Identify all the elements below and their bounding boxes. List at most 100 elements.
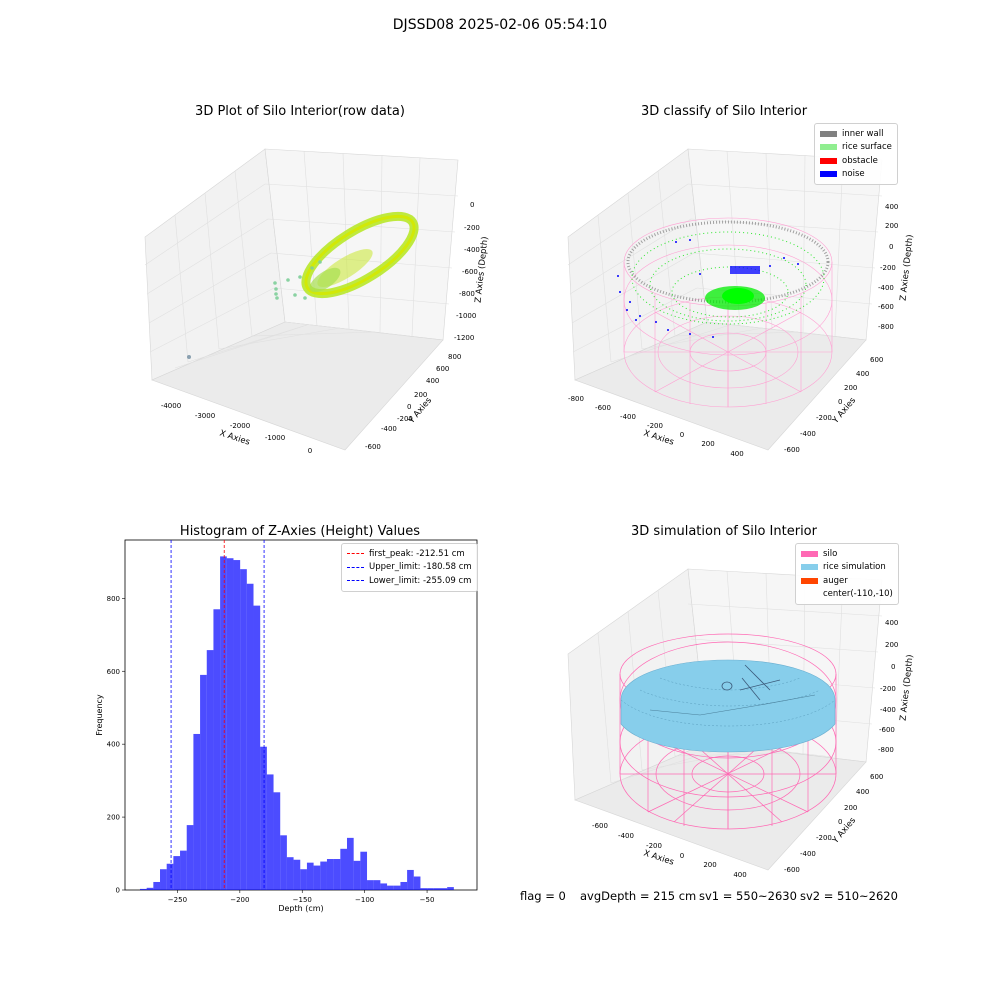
histogram-bar <box>213 609 221 890</box>
classify-ytick: 200 <box>844 384 857 392</box>
histogram-bar <box>313 865 321 890</box>
raw-xtick: -3000 <box>195 412 215 420</box>
simulation-x-axis-label: X Axies <box>642 848 675 867</box>
classify-rice-surface-points <box>631 231 825 325</box>
raw-ztick: -600 <box>462 268 478 276</box>
histogram-y-tick-label: 0 <box>116 887 120 895</box>
legend-line <box>347 580 364 582</box>
classify-ztick: 0 <box>889 243 893 251</box>
histogram-bar <box>286 857 294 890</box>
raw-xtick: -2000 <box>230 422 250 430</box>
histogram-y-axis-label: Frequency <box>95 694 104 736</box>
classify-ztick: -600 <box>878 303 894 311</box>
simulation-legend: silo rice simulation auger center(-110,-… <box>795 543 899 605</box>
legend-label: auger <box>823 575 848 586</box>
raw-ytick: 600 <box>436 365 449 373</box>
histogram-bar <box>447 887 454 890</box>
classify-xtick: -400 <box>620 413 636 421</box>
histogram-x-tick-label: −50 <box>420 896 435 904</box>
histogram-bar <box>413 876 421 890</box>
histogram-bar <box>320 861 327 890</box>
simulation-ytick: -200 <box>816 834 832 842</box>
histogram-bar <box>173 856 181 890</box>
legend-swatch <box>801 564 818 571</box>
histogram-bar <box>380 883 388 890</box>
legend-label: Upper_limit: -180.58 cm <box>369 562 472 573</box>
histogram-bar <box>153 881 161 890</box>
legend-swatch <box>801 550 818 557</box>
histogram-bar <box>393 885 401 890</box>
histogram-bar <box>353 860 361 890</box>
raw-ytick: 200 <box>414 391 427 399</box>
classify-ztick: -800 <box>878 323 894 331</box>
histogram-bar <box>326 859 334 890</box>
classify-plot-title: 3D classify of Silo Interior <box>640 104 808 119</box>
histogram-bar <box>400 881 408 890</box>
raw-plot-title: 3D Plot of Silo Interior(row data) <box>195 104 405 119</box>
histogram-x-tick-label: −150 <box>293 896 312 904</box>
classify-ytick: 400 <box>856 370 869 378</box>
histogram-x-axis-label: Depth (cm) <box>278 904 323 913</box>
classify-ztick: -200 <box>880 264 896 272</box>
classify-silo-wireframe <box>623 217 833 408</box>
histogram-bar <box>226 558 234 890</box>
classify-legend: inner wall rice surface obstacle noise <box>814 123 898 185</box>
legend-item-rice-simulation: rice simulation <box>801 561 893 575</box>
classify-ytick: 0 <box>838 398 842 406</box>
simulation-ztick: -400 <box>880 706 896 714</box>
legend-label: rice simulation <box>823 562 886 573</box>
classify-ytick: -200 <box>816 414 832 422</box>
simulation-3d-tick-labels: -600 -400 -200 0 200 400 -600 -400 -200 … <box>592 619 898 879</box>
classify-ytick: -400 <box>800 430 816 438</box>
simulation-z-axis-label: Z Axies (Depth) <box>899 654 916 721</box>
histogram-legend: first_peak: -212.51 cm Upper_limit: -180… <box>341 543 478 592</box>
histogram-bar <box>346 837 354 890</box>
legend-label: Lower_limit: -255.09 cm <box>369 575 472 586</box>
raw-ytick: 0 <box>407 403 411 411</box>
histogram-y-ticks: 0 200 400 600 800 <box>107 595 125 895</box>
figure-title: DJSSD08 2025-02-06 05:54:10 <box>392 17 608 33</box>
raw-ytick: 800 <box>448 353 461 361</box>
legend-item-upper-limit: Upper_limit: -180.58 cm <box>347 561 472 575</box>
simulation-ztick: -200 <box>880 685 896 693</box>
histogram-bar <box>233 560 241 890</box>
classify-ztick: -400 <box>878 284 894 292</box>
classify-xtick: 400 <box>730 450 743 458</box>
raw-xtick: 0 <box>308 447 312 455</box>
histogram-bar <box>293 859 301 890</box>
histogram-bar <box>440 888 448 890</box>
simulation-xtick: 0 <box>680 852 684 860</box>
histogram-bar <box>186 825 194 890</box>
raw-ztick: -200 <box>464 224 480 232</box>
histogram-bar <box>420 888 428 890</box>
histogram-bar <box>139 888 147 890</box>
simulation-ytick: 600 <box>870 773 883 781</box>
histogram-bar <box>220 556 227 890</box>
raw-xtick: -1000 <box>265 434 285 442</box>
raw-3d-point-cloud <box>187 211 419 359</box>
histogram-x-tick-label: −250 <box>168 896 187 904</box>
histogram-bars <box>139 556 454 890</box>
histogram-bar <box>373 880 381 890</box>
histogram-title: Histogram of Z-Axies (Height) Values <box>179 524 421 539</box>
simulation-ztick: -800 <box>878 746 894 754</box>
histogram-y-tick-label: 200 <box>107 814 120 822</box>
raw-ztick: -400 <box>464 246 480 254</box>
simulation-rice-surface <box>620 659 836 753</box>
status-sv2: sv2 = 510~2620 <box>800 889 898 903</box>
legend-swatch <box>801 591 818 597</box>
simulation-xtick: -200 <box>646 842 662 850</box>
simulation-plot-title: 3D simulation of Silo Interior <box>631 524 817 539</box>
simulation-ytick: 200 <box>844 804 857 812</box>
legend-item-center: center(-110,-10) <box>801 588 893 602</box>
histogram-bar <box>367 880 374 890</box>
histogram-bar <box>146 887 154 890</box>
simulation-y-axis-label: Y Axies <box>830 815 858 846</box>
legend-swatch <box>820 157 837 164</box>
histogram-bar <box>360 851 368 890</box>
histogram-bar <box>333 859 341 890</box>
classify-3d-axes-box <box>567 148 883 451</box>
legend-swatch <box>820 130 837 137</box>
simulation-xtick: -400 <box>618 832 634 840</box>
